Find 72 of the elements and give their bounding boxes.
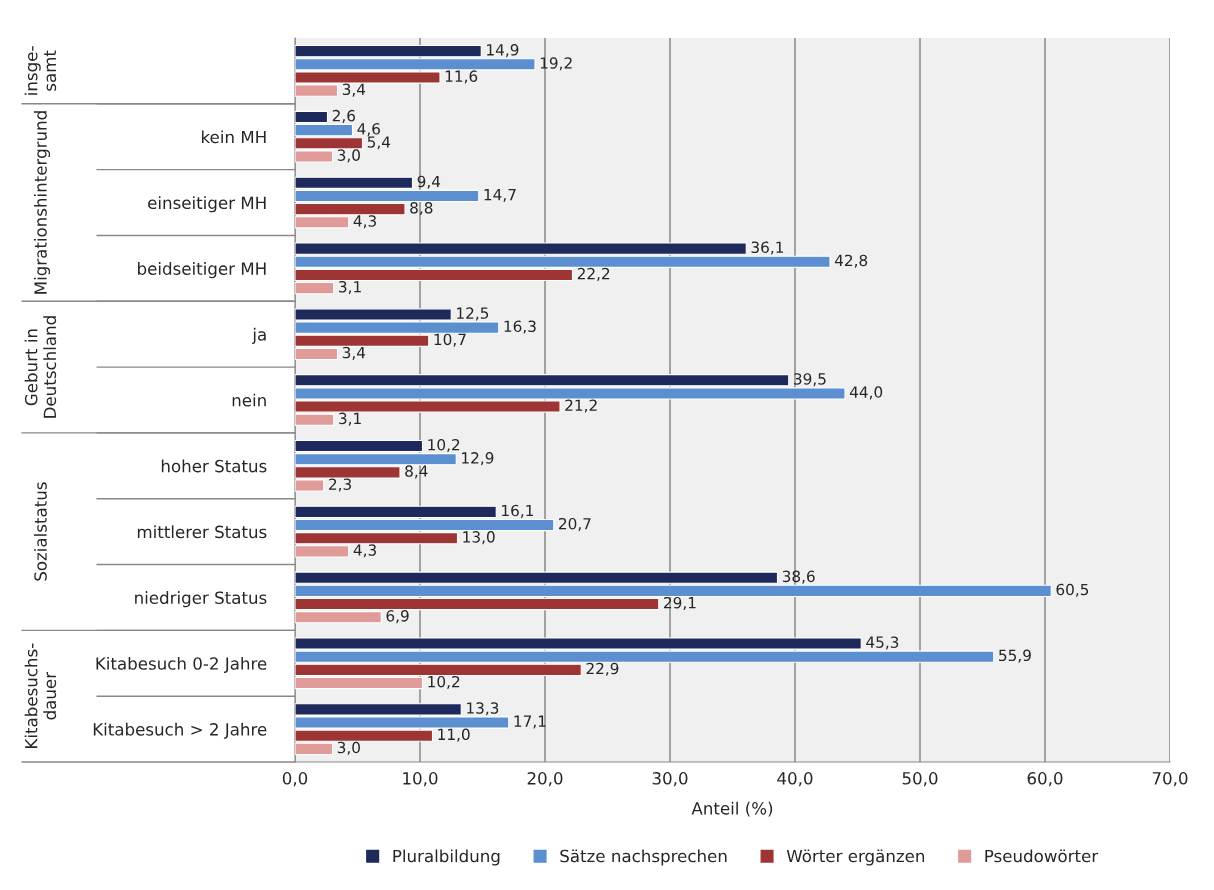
text: Kitabesuchs- dauer (24, 643, 57, 748)
data-label: 4,3 (353, 215, 376, 229)
data-label: 20,7 (559, 517, 591, 532)
x-tick-label: 40,0 (777, 772, 813, 787)
y-tick-label: beidseitiger MH (138, 262, 266, 279)
x-tick-label: 0,0 (282, 772, 308, 787)
y-tick-label: Kitabesuch 0-2 Jahre (96, 656, 267, 673)
data-label: 14,9 (487, 44, 519, 58)
data-label: 39,5 (794, 373, 826, 387)
data-label: 16,3 (504, 320, 536, 334)
data-label: 22,9 (586, 662, 619, 676)
data-label: 38,6 (782, 570, 815, 584)
data-label: 42,8 (834, 254, 868, 268)
x-tick-label: 30,0 (652, 772, 688, 787)
data-label: 60,5 (1056, 583, 1089, 597)
data-label: 3,4 (342, 83, 366, 97)
x-tick-label: 70,0 (1152, 772, 1188, 787)
text: Geburt in Deutschland (24, 316, 57, 418)
data-label: 9,4 (417, 175, 441, 189)
data-label: 12,9 (462, 452, 494, 466)
data-label: 11,6 (445, 70, 478, 84)
legend-label: Pluralbildung (393, 849, 500, 866)
data-label: 4,6 (357, 123, 380, 137)
data-label: 2,3 (329, 478, 351, 492)
data-label: 3,0 (337, 741, 360, 755)
data-label: 8,8 (410, 202, 433, 216)
data-label: 10,2 (428, 438, 460, 453)
y-tick-label: einseitiger MH (148, 196, 266, 213)
y-tick-label: hoher Status (161, 459, 267, 473)
data-label: 8,4 (405, 465, 428, 479)
y-tick-label: ja (252, 327, 266, 344)
data-label: 5,4 (367, 136, 391, 150)
y-tick-label: kein MH (202, 130, 266, 144)
text: Sozialstatus (33, 482, 47, 581)
x-tick-label: 10,0 (403, 772, 438, 787)
data-label: 6,9 (386, 610, 409, 624)
data-label: 21,2 (565, 399, 597, 413)
x-tick-label: 20,0 (527, 772, 563, 787)
legend-label: Sätze nachsprechen (560, 849, 727, 866)
data-label: 14,7 (484, 189, 516, 202)
data-label: 3,1 (339, 280, 361, 295)
data-label: 4,3 (353, 544, 376, 558)
data-label: 19,2 (540, 57, 572, 71)
data-label: 44,0 (849, 386, 883, 400)
legend-label: Pseudowörter (985, 849, 1099, 863)
data-label: 22,2 (577, 267, 610, 281)
data-label: 3,1 (339, 412, 361, 426)
data-label: 55,9 (999, 649, 1031, 663)
y-tick-label: Kitabesuch > 2 Jahre (93, 722, 267, 739)
data-label: 29,1 (664, 596, 696, 611)
data-label: 12,5 (457, 307, 489, 321)
data-label: 2,6 (332, 109, 355, 123)
y-tick-label: nein (232, 393, 266, 407)
text: Migrationshintergrund (33, 111, 51, 294)
data-label: 11,0 (438, 728, 470, 742)
data-label: 36,1 (751, 241, 784, 255)
x-axis-title: Anteil (%) (691, 801, 773, 817)
x-tick-label: 60,0 (1027, 772, 1063, 787)
y-tick-label: niedriger Status (135, 591, 267, 608)
data-label: 10,7 (434, 333, 466, 347)
data-label: 13,3 (467, 702, 499, 716)
y-tick-label: mittlerer Status (137, 525, 267, 539)
data-label: 3,0 (337, 149, 360, 163)
text: insge- samt (24, 46, 57, 95)
data-label: 17,1 (514, 715, 546, 729)
data-label: 13,0 (463, 531, 495, 545)
data-label: 45,3 (866, 636, 899, 650)
legend-label: Wörter ergänzen (786, 849, 925, 866)
data-label: 3,4 (342, 346, 366, 360)
data-label: 16,1 (502, 504, 534, 518)
x-tick-label: 50,0 (902, 772, 938, 787)
data-label: 10,2 (428, 675, 460, 690)
